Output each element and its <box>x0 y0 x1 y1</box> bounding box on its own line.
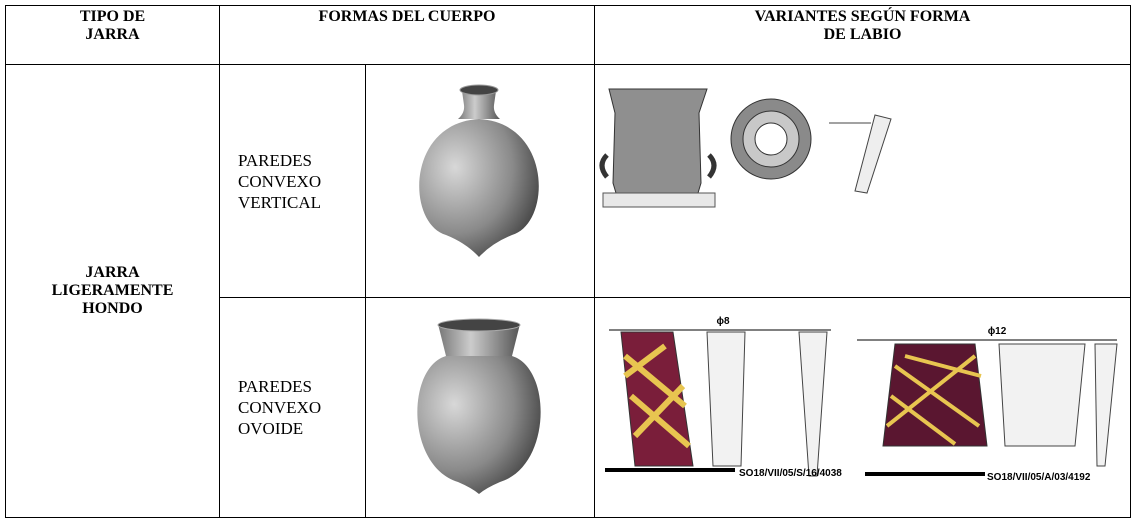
typology-table: TIPO DE JARRA FORMAS DEL CUERPO VARIANTE… <box>5 5 1131 518</box>
jar-image <box>365 297 595 518</box>
page: TIPO DE JARRA FORMAS DEL CUERPO VARIANTE… <box>5 5 1131 518</box>
form-label: PAREDES CONVEXO VERTICAL <box>219 64 366 298</box>
form-label: PAREDES CONVEXO OVOIDE <box>219 297 366 518</box>
lip-variant <box>594 64 1131 298</box>
lip-drawing <box>599 88 892 208</box>
header-cell: VARIANTES SEGÚN FORMA DE LABIO <box>594 5 1131 65</box>
jar-image <box>365 64 595 298</box>
header-cell: TIPO DE JARRA <box>5 5 220 65</box>
jar-drawing <box>419 84 539 257</box>
header-cell: FORMAS DEL CUERPO <box>219 5 595 65</box>
drawing-label: SO18/VII/05/A/03/4192 <box>987 472 1091 483</box>
jar-drawing <box>417 318 541 494</box>
lip-drawing: ϕ8 SO18/VII/05/S/16/4038 ϕ12 SO18/VII/05… <box>605 316 1118 483</box>
lip-variant: ϕ8 SO18/VII/05/S/16/4038 ϕ12 SO18/VII/05… <box>594 297 1131 518</box>
drawing-label: ϕ8 <box>716 316 729 327</box>
drawing-label: ϕ12 <box>988 326 1007 337</box>
jar-type: JARRA LIGERAMENTE HONDO <box>5 64 220 518</box>
drawing-label: SO18/VII/05/S/16/4038 <box>739 468 842 479</box>
